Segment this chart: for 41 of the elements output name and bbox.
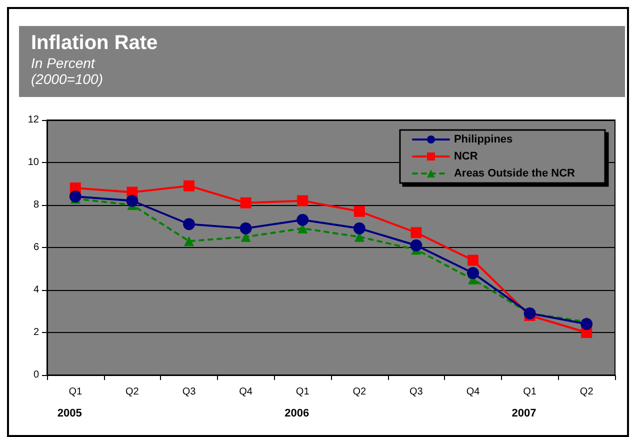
point	[353, 222, 366, 234]
point	[410, 239, 422, 252]
x-tick-label: Q1	[296, 386, 310, 398]
x-tick-label: Q3	[182, 386, 196, 398]
chart-title: Inflation Rate	[31, 32, 158, 54]
point	[410, 227, 422, 238]
y-tick-label: 12	[28, 114, 40, 126]
text: 2005	[57, 408, 82, 420]
point	[354, 206, 365, 217]
x-tick-label: Q1	[523, 386, 537, 398]
x-tick-label: Q2	[126, 386, 140, 398]
x-tick-label: Q1	[68, 386, 83, 398]
point	[296, 214, 309, 226]
y-tick-label: 10	[28, 157, 40, 168]
x-tick-label: Q2	[352, 386, 367, 398]
legend-label: Philippines	[454, 134, 513, 146]
point	[580, 318, 593, 330]
text: 2007	[512, 408, 536, 420]
legend-label: NCR	[454, 150, 478, 162]
point	[468, 254, 478, 266]
point	[183, 218, 195, 230]
point	[297, 195, 308, 206]
y-tick-label: 0	[33, 370, 40, 380]
y-tick-label: 6	[33, 242, 40, 253]
x-tick-label: Q3	[410, 386, 424, 398]
legend-label: Areas Outside the NCR	[454, 168, 576, 180]
point	[126, 194, 138, 207]
y-tick-label: 4	[33, 284, 40, 296]
y-tick-label: 8	[33, 200, 40, 210]
point	[184, 236, 194, 246]
point	[240, 197, 252, 208]
point	[69, 190, 82, 202]
point	[184, 180, 194, 192]
chart-subtitle: In Percent (2000=100)	[31, 55, 104, 87]
point	[240, 222, 252, 234]
y-tick-label: 2	[33, 327, 40, 338]
x-tick-label: Q4	[466, 386, 480, 398]
x-tick-label: Q4	[239, 386, 253, 398]
text: 2006	[284, 408, 310, 420]
point	[467, 267, 479, 279]
x-tick-label: Q2	[580, 386, 594, 398]
